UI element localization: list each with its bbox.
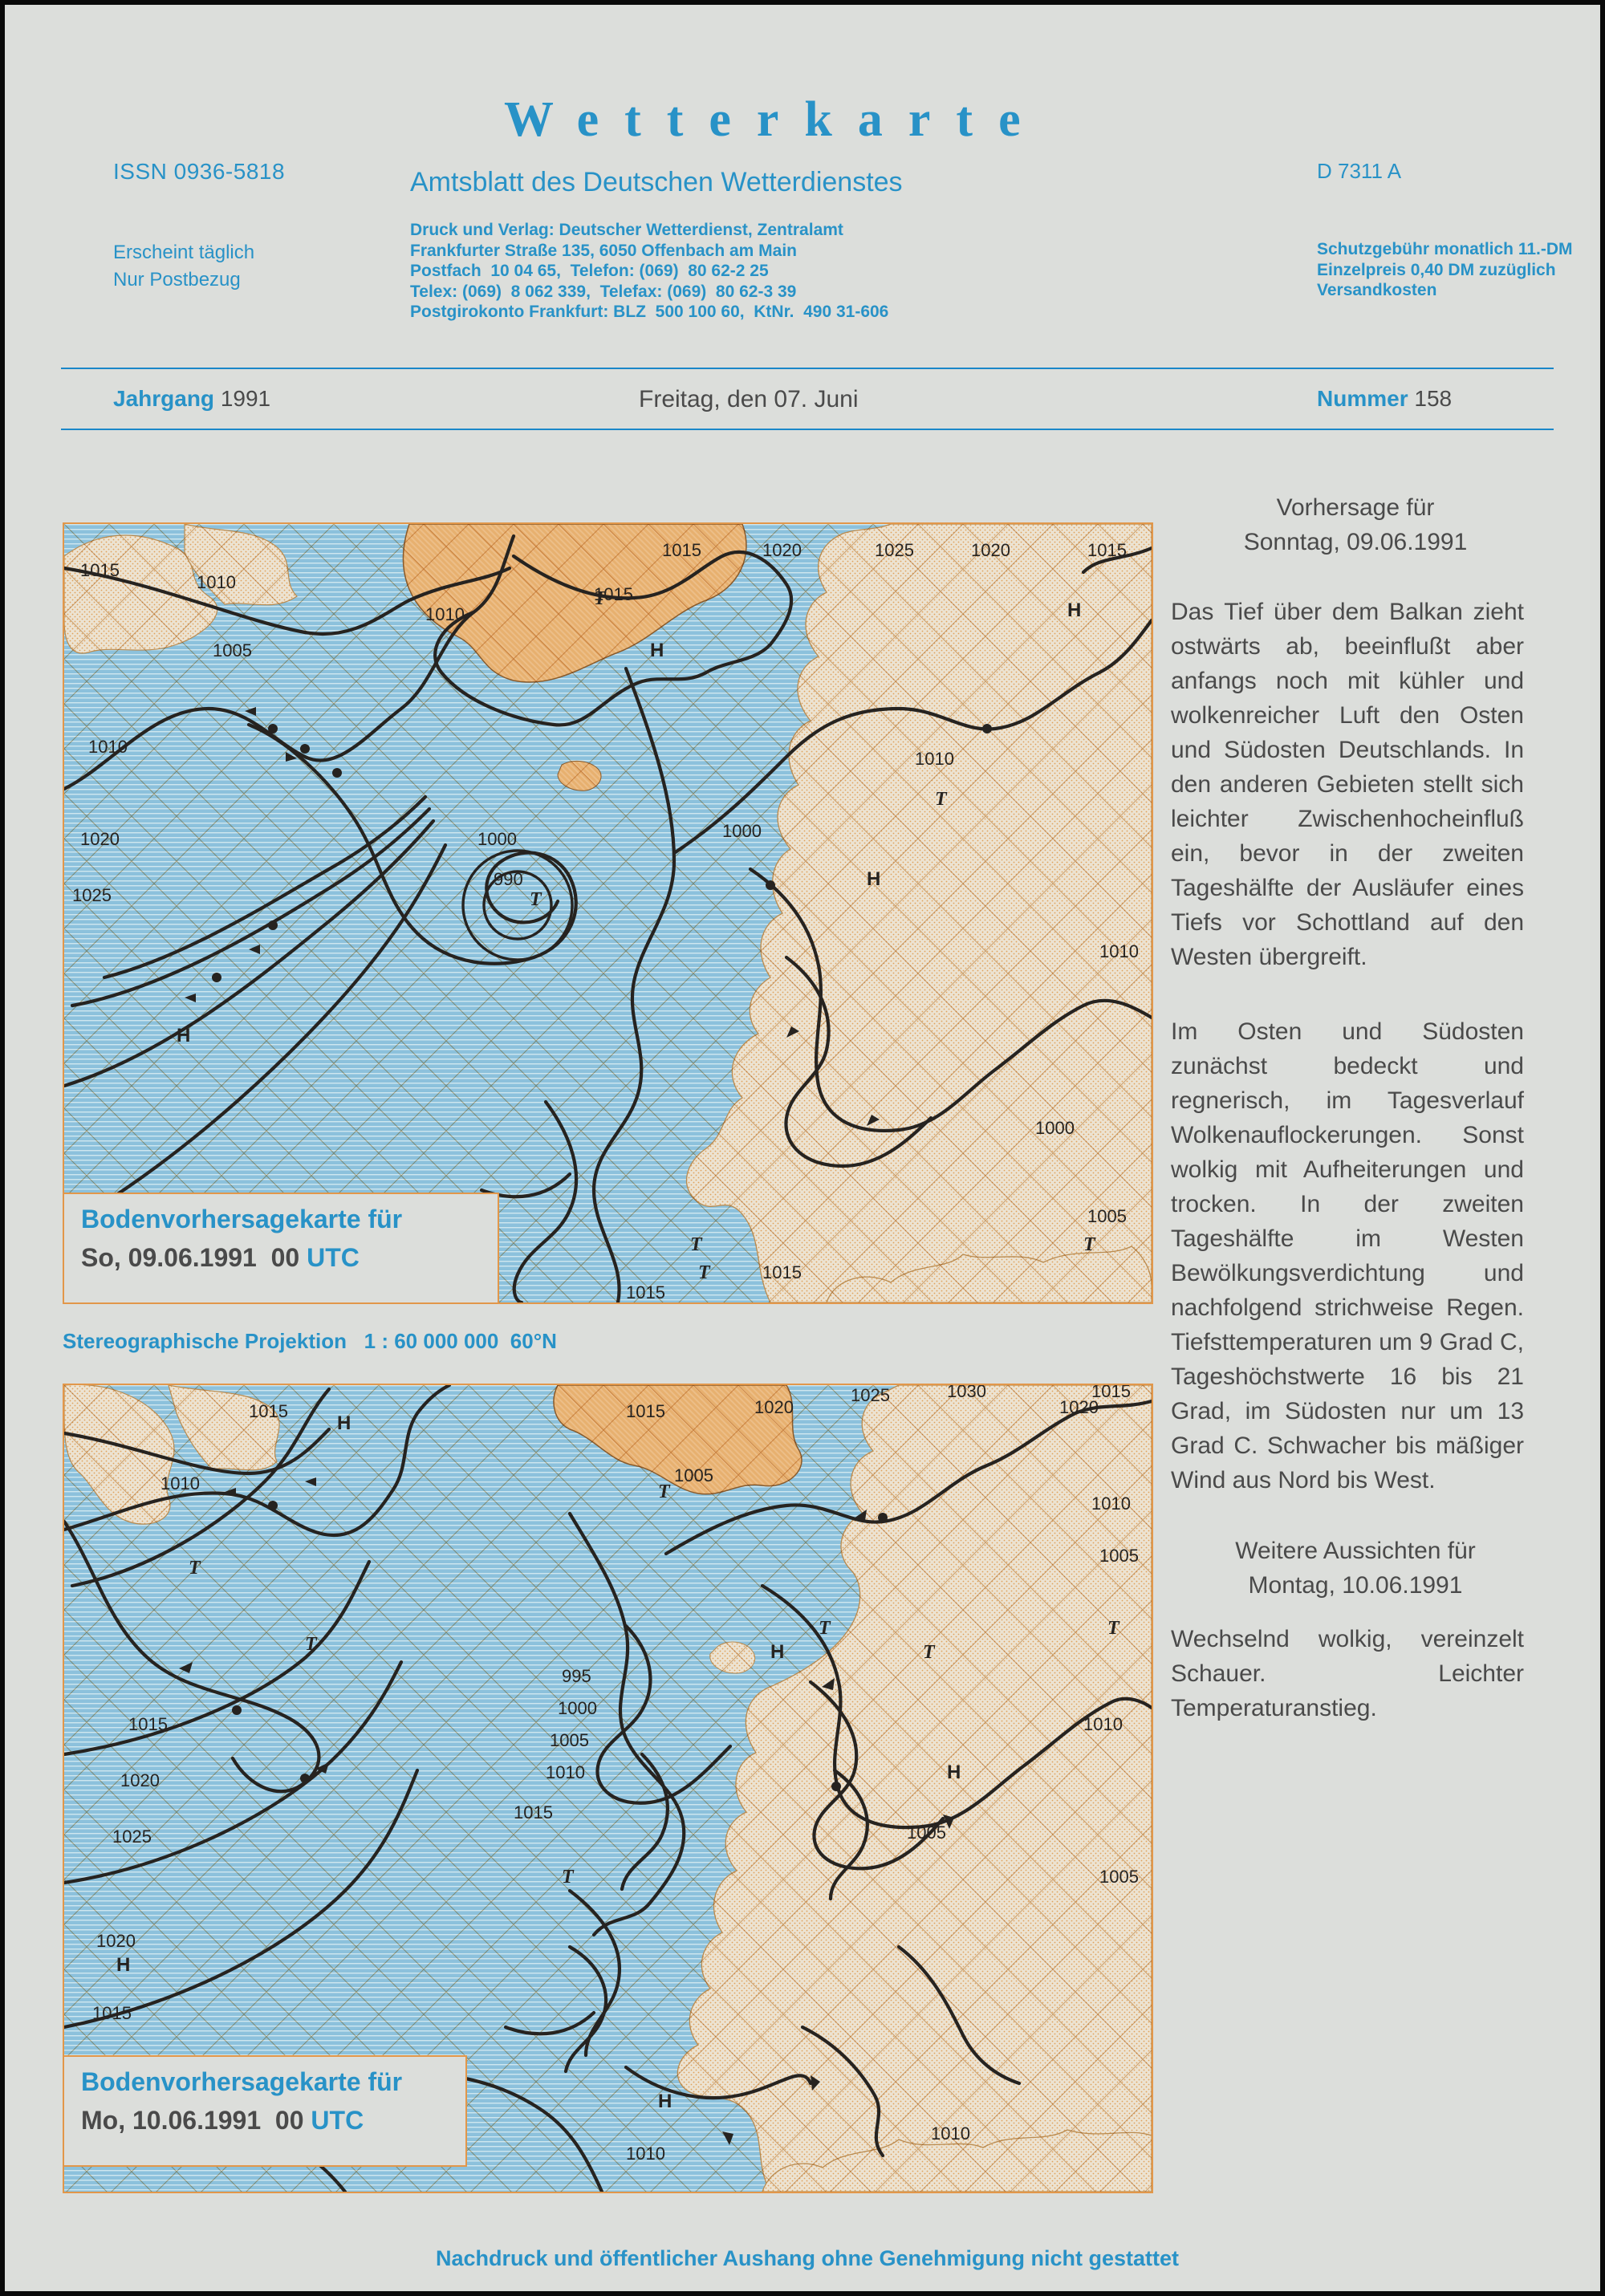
svg-text:1020: 1020: [762, 540, 802, 560]
svg-text:1005: 1005: [550, 1730, 589, 1750]
svg-text:H: H: [658, 2091, 672, 2112]
svg-text:H: H: [770, 1641, 784, 1663]
svg-text:T: T: [658, 1481, 671, 1502]
svg-text:1010: 1010: [1083, 1714, 1123, 1734]
svg-text:1015: 1015: [128, 1714, 168, 1734]
svg-text:1000: 1000: [1035, 1118, 1075, 1138]
svg-text:T: T: [819, 1618, 831, 1639]
svg-text:1015: 1015: [662, 540, 701, 560]
svg-text:T: T: [562, 1867, 575, 1888]
svg-text:1015: 1015: [249, 1401, 288, 1421]
svg-text:1020: 1020: [120, 1770, 160, 1790]
svg-text:1025: 1025: [112, 1827, 152, 1847]
svg-text:H: H: [947, 1762, 961, 1783]
svg-text:T: T: [698, 1262, 711, 1283]
svg-text:1015: 1015: [1091, 1385, 1131, 1401]
svg-text:T: T: [923, 1642, 936, 1663]
svg-text:1000: 1000: [477, 829, 517, 849]
svg-text:1030: 1030: [947, 1385, 986, 1401]
svg-text:H: H: [177, 1025, 190, 1046]
svg-text:T: T: [690, 1234, 703, 1255]
svg-text:T: T: [594, 588, 607, 609]
svg-text:T: T: [530, 889, 542, 910]
svg-text:T: T: [305, 1634, 318, 1655]
svg-text:1005: 1005: [1099, 1867, 1139, 1887]
svg-text:T: T: [1107, 1618, 1120, 1639]
svg-text:1015: 1015: [1087, 540, 1127, 560]
svg-text:1005: 1005: [1099, 1546, 1139, 1566]
svg-text:1010: 1010: [425, 604, 465, 624]
svg-text:T: T: [935, 789, 948, 810]
svg-text:1010: 1010: [197, 572, 236, 592]
svg-text:1025: 1025: [72, 885, 112, 905]
svg-text:990: 990: [494, 869, 523, 889]
svg-text:1010: 1010: [931, 2123, 970, 2144]
svg-text:1015: 1015: [514, 1802, 553, 1823]
svg-text:1020: 1020: [96, 1931, 136, 1951]
svg-text:T: T: [1083, 1234, 1096, 1255]
svg-text:1005: 1005: [907, 1823, 946, 1843]
svg-text:995: 995: [562, 1666, 591, 1686]
svg-text:1010: 1010: [1099, 941, 1139, 961]
svg-text:1010: 1010: [915, 749, 954, 769]
svg-text:1020: 1020: [754, 1397, 794, 1417]
svg-text:H: H: [867, 868, 880, 890]
svg-text:1010: 1010: [1091, 1493, 1131, 1514]
svg-text:1010: 1010: [88, 737, 128, 757]
svg-text:1015: 1015: [626, 1401, 665, 1421]
svg-text:1010: 1010: [546, 1762, 585, 1782]
svg-text:H: H: [650, 640, 664, 661]
svg-text:1005: 1005: [1087, 1206, 1127, 1226]
svg-text:1020: 1020: [80, 829, 120, 849]
svg-text:H: H: [337, 1412, 351, 1434]
svg-text:1015: 1015: [762, 1262, 802, 1282]
svg-text:1000: 1000: [558, 1698, 597, 1718]
svg-text:H: H: [1067, 599, 1081, 621]
svg-text:T: T: [189, 1558, 201, 1579]
svg-text:1010: 1010: [160, 1473, 200, 1493]
svg-text:1015: 1015: [626, 1282, 665, 1302]
svg-text:1000: 1000: [722, 821, 762, 841]
svg-text:1020: 1020: [971, 540, 1010, 560]
svg-text:1005: 1005: [674, 1465, 713, 1485]
svg-text:1015: 1015: [92, 2003, 132, 2023]
svg-text:1015: 1015: [80, 560, 120, 580]
svg-text:1025: 1025: [851, 1385, 890, 1405]
svg-text:H: H: [116, 1954, 130, 1976]
svg-text:1010: 1010: [626, 2144, 665, 2164]
svg-text:1005: 1005: [213, 640, 252, 660]
svg-text:1025: 1025: [875, 540, 914, 560]
